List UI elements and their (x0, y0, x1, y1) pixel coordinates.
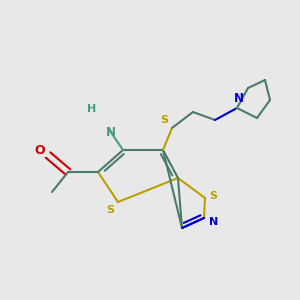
Text: H: H (87, 104, 97, 114)
Text: N: N (234, 92, 244, 104)
Text: S: S (160, 115, 168, 125)
Text: O: O (35, 145, 45, 158)
Text: N: N (209, 217, 219, 227)
Text: N: N (106, 127, 116, 140)
Text: S: S (106, 205, 114, 215)
Text: S: S (209, 191, 217, 201)
